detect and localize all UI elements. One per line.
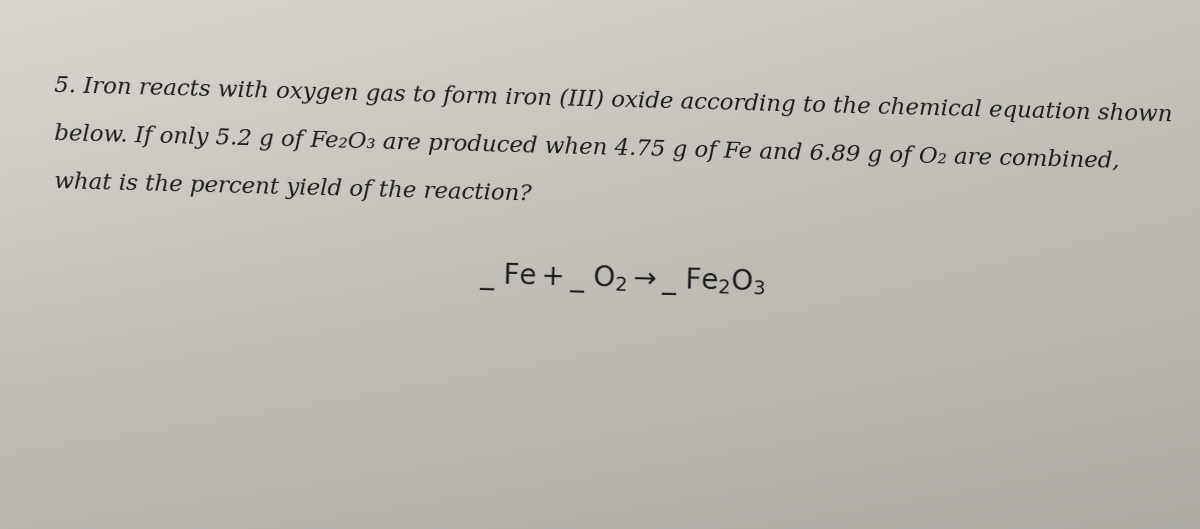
- Text: $\_ \ \mathrm{Fe} + \_ \ \mathrm{O_2} \rightarrow \_ \ \mathrm{Fe_2O_3}$: $\_ \ \mathrm{Fe} + \_ \ \mathrm{O_2} \r…: [479, 260, 767, 299]
- Text: 5. Iron reacts with oxygen gas to form iron (III) oxide according to the chemica: 5. Iron reacts with oxygen gas to form i…: [54, 75, 1174, 126]
- Text: below. If only 5.2 g of Fe₂O₃ are produced when 4.75 g of Fe and 6.89 g of O₂ ar: below. If only 5.2 g of Fe₂O₃ are produc…: [54, 123, 1121, 173]
- Text: what is the percent yield of the reaction?: what is the percent yield of the reactio…: [54, 171, 533, 205]
